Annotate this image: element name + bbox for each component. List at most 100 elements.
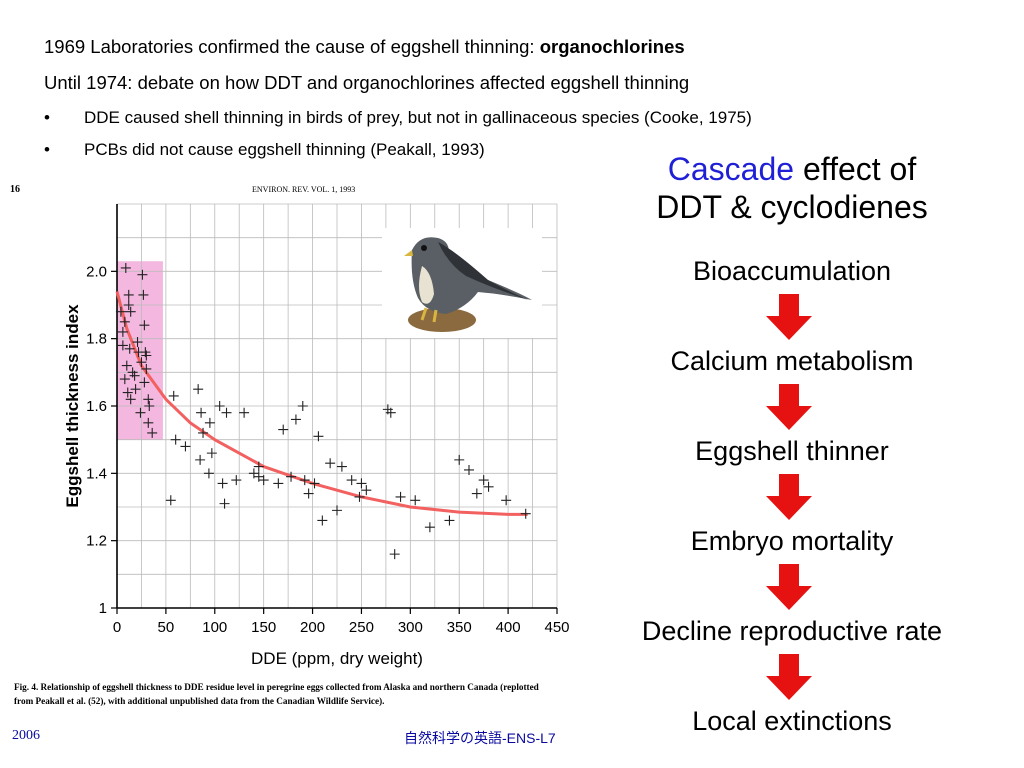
data-point bbox=[290, 414, 301, 425]
data-point bbox=[180, 441, 191, 452]
data-point bbox=[239, 407, 250, 418]
x-tick-label: 450 bbox=[544, 619, 569, 636]
x-tick-label: 100 bbox=[202, 619, 227, 636]
data-point bbox=[124, 343, 135, 354]
bullet-item: • DDE caused shell thinning in birds of p… bbox=[44, 108, 752, 128]
data-point bbox=[273, 478, 284, 489]
data-point bbox=[354, 491, 365, 502]
x-tick-label: 50 bbox=[158, 619, 175, 636]
header-line-1-bold: organochlorines bbox=[539, 36, 685, 57]
data-point bbox=[125, 306, 136, 317]
data-point bbox=[123, 289, 134, 300]
data-point bbox=[221, 407, 232, 418]
down-arrow-icon bbox=[766, 294, 812, 340]
x-tick-label: 350 bbox=[447, 619, 472, 636]
data-point bbox=[119, 316, 130, 327]
data-point bbox=[309, 478, 320, 489]
data-point bbox=[198, 427, 209, 438]
bullet-item: • PCBs did not cause eggshell thinning (P… bbox=[44, 140, 485, 160]
data-point bbox=[313, 431, 324, 442]
cascade-step: Embryo mortality bbox=[690, 526, 894, 556]
footer-year: 2006 bbox=[12, 728, 40, 743]
data-point bbox=[297, 401, 308, 411]
data-point bbox=[165, 495, 176, 506]
bullet-symbol: • bbox=[44, 140, 50, 159]
data-point bbox=[117, 326, 128, 337]
data-point bbox=[144, 401, 155, 411]
header-line-1-prefix: 1969 Laboratories confirmed the cause of… bbox=[44, 36, 540, 57]
y-tick-label: 1.2 bbox=[86, 533, 107, 550]
data-point bbox=[346, 475, 357, 486]
x-tick-label: 0 bbox=[113, 619, 121, 636]
data-point bbox=[520, 508, 531, 519]
down-arrow-icon bbox=[766, 384, 812, 430]
data-point bbox=[219, 498, 230, 509]
data-point bbox=[170, 434, 181, 445]
scanned-figure: 16 ENVIRON. REV. VOL. 1, 1993 0 50 100 150 2… bbox=[0, 168, 600, 720]
data-point bbox=[139, 377, 150, 388]
data-point bbox=[123, 300, 134, 310]
journal-header: ENVIRON. REV. VOL. 1, 1993 bbox=[252, 185, 355, 194]
data-point bbox=[122, 387, 133, 398]
data-point bbox=[136, 357, 147, 368]
data-point bbox=[195, 454, 206, 465]
data-point bbox=[168, 390, 179, 401]
data-point bbox=[119, 374, 130, 385]
y-tick-label: 2.0 bbox=[86, 263, 107, 280]
data-point bbox=[139, 320, 150, 331]
cascade-step: Calcium metabolism bbox=[670, 346, 914, 376]
y-tick-label: 1 bbox=[99, 600, 107, 617]
data-point bbox=[444, 515, 455, 526]
data-point bbox=[299, 475, 310, 486]
figure-caption-line-2: from Peakall et al. (52), with additiona… bbox=[14, 696, 384, 706]
x-tick-label: 250 bbox=[349, 619, 374, 636]
data-point bbox=[278, 424, 289, 435]
cascade-step: Local extinctions bbox=[692, 706, 892, 736]
data-point bbox=[395, 491, 406, 502]
data-point bbox=[143, 417, 154, 428]
data-point bbox=[382, 404, 393, 415]
data-point bbox=[303, 488, 314, 499]
data-point bbox=[120, 262, 131, 273]
cascade-title-line-2: DDT & cyclodienes bbox=[656, 189, 928, 226]
header-line-1: 1969 Laboratories confirmed the cause of… bbox=[44, 36, 685, 58]
data-point bbox=[471, 488, 482, 499]
data-point bbox=[253, 471, 264, 482]
data-point bbox=[336, 461, 347, 472]
data-point bbox=[196, 407, 207, 418]
cascade-step: Decline reproductive rate bbox=[641, 616, 943, 646]
cascade-panel: Cascade effect of DDT & cyclodienes Bioa… bbox=[596, 0, 988, 740]
data-point bbox=[203, 468, 214, 479]
data-point bbox=[130, 384, 141, 395]
data-point bbox=[217, 478, 228, 489]
data-point bbox=[143, 394, 154, 405]
y-tick-label: 1.6 bbox=[86, 398, 107, 415]
data-point bbox=[125, 394, 136, 405]
data-point bbox=[410, 495, 421, 506]
data-point bbox=[147, 427, 158, 438]
data-point bbox=[138, 289, 149, 300]
x-tick-label: 150 bbox=[251, 619, 276, 636]
data-point bbox=[332, 505, 342, 516]
data-point bbox=[214, 401, 225, 411]
y-axis-label: Eggshell thickness index bbox=[63, 304, 82, 508]
data-point bbox=[454, 454, 465, 465]
peregrine-falcon-icon bbox=[382, 228, 542, 338]
data-point bbox=[141, 363, 152, 374]
y-tick-label: 1.4 bbox=[86, 465, 107, 482]
figure-caption-line-1: Fig. 4. Relationship of eggshell thickne… bbox=[14, 682, 539, 692]
data-point bbox=[501, 495, 512, 506]
data-point bbox=[204, 417, 215, 428]
data-point bbox=[117, 340, 128, 351]
data-point bbox=[231, 475, 242, 486]
data-point bbox=[127, 367, 138, 378]
cascade-title-accent: Cascade bbox=[667, 151, 795, 187]
cascade-step: Bioaccumulation bbox=[692, 256, 892, 286]
data-point bbox=[137, 269, 148, 280]
cascade-step: Eggshell thinner bbox=[695, 436, 889, 466]
data-point bbox=[325, 458, 336, 469]
data-point bbox=[286, 471, 297, 482]
data-point bbox=[389, 549, 400, 560]
x-tick-label: 300 bbox=[398, 619, 423, 636]
bullet-text: DDE caused shell thinning in birds of pr… bbox=[84, 108, 752, 127]
